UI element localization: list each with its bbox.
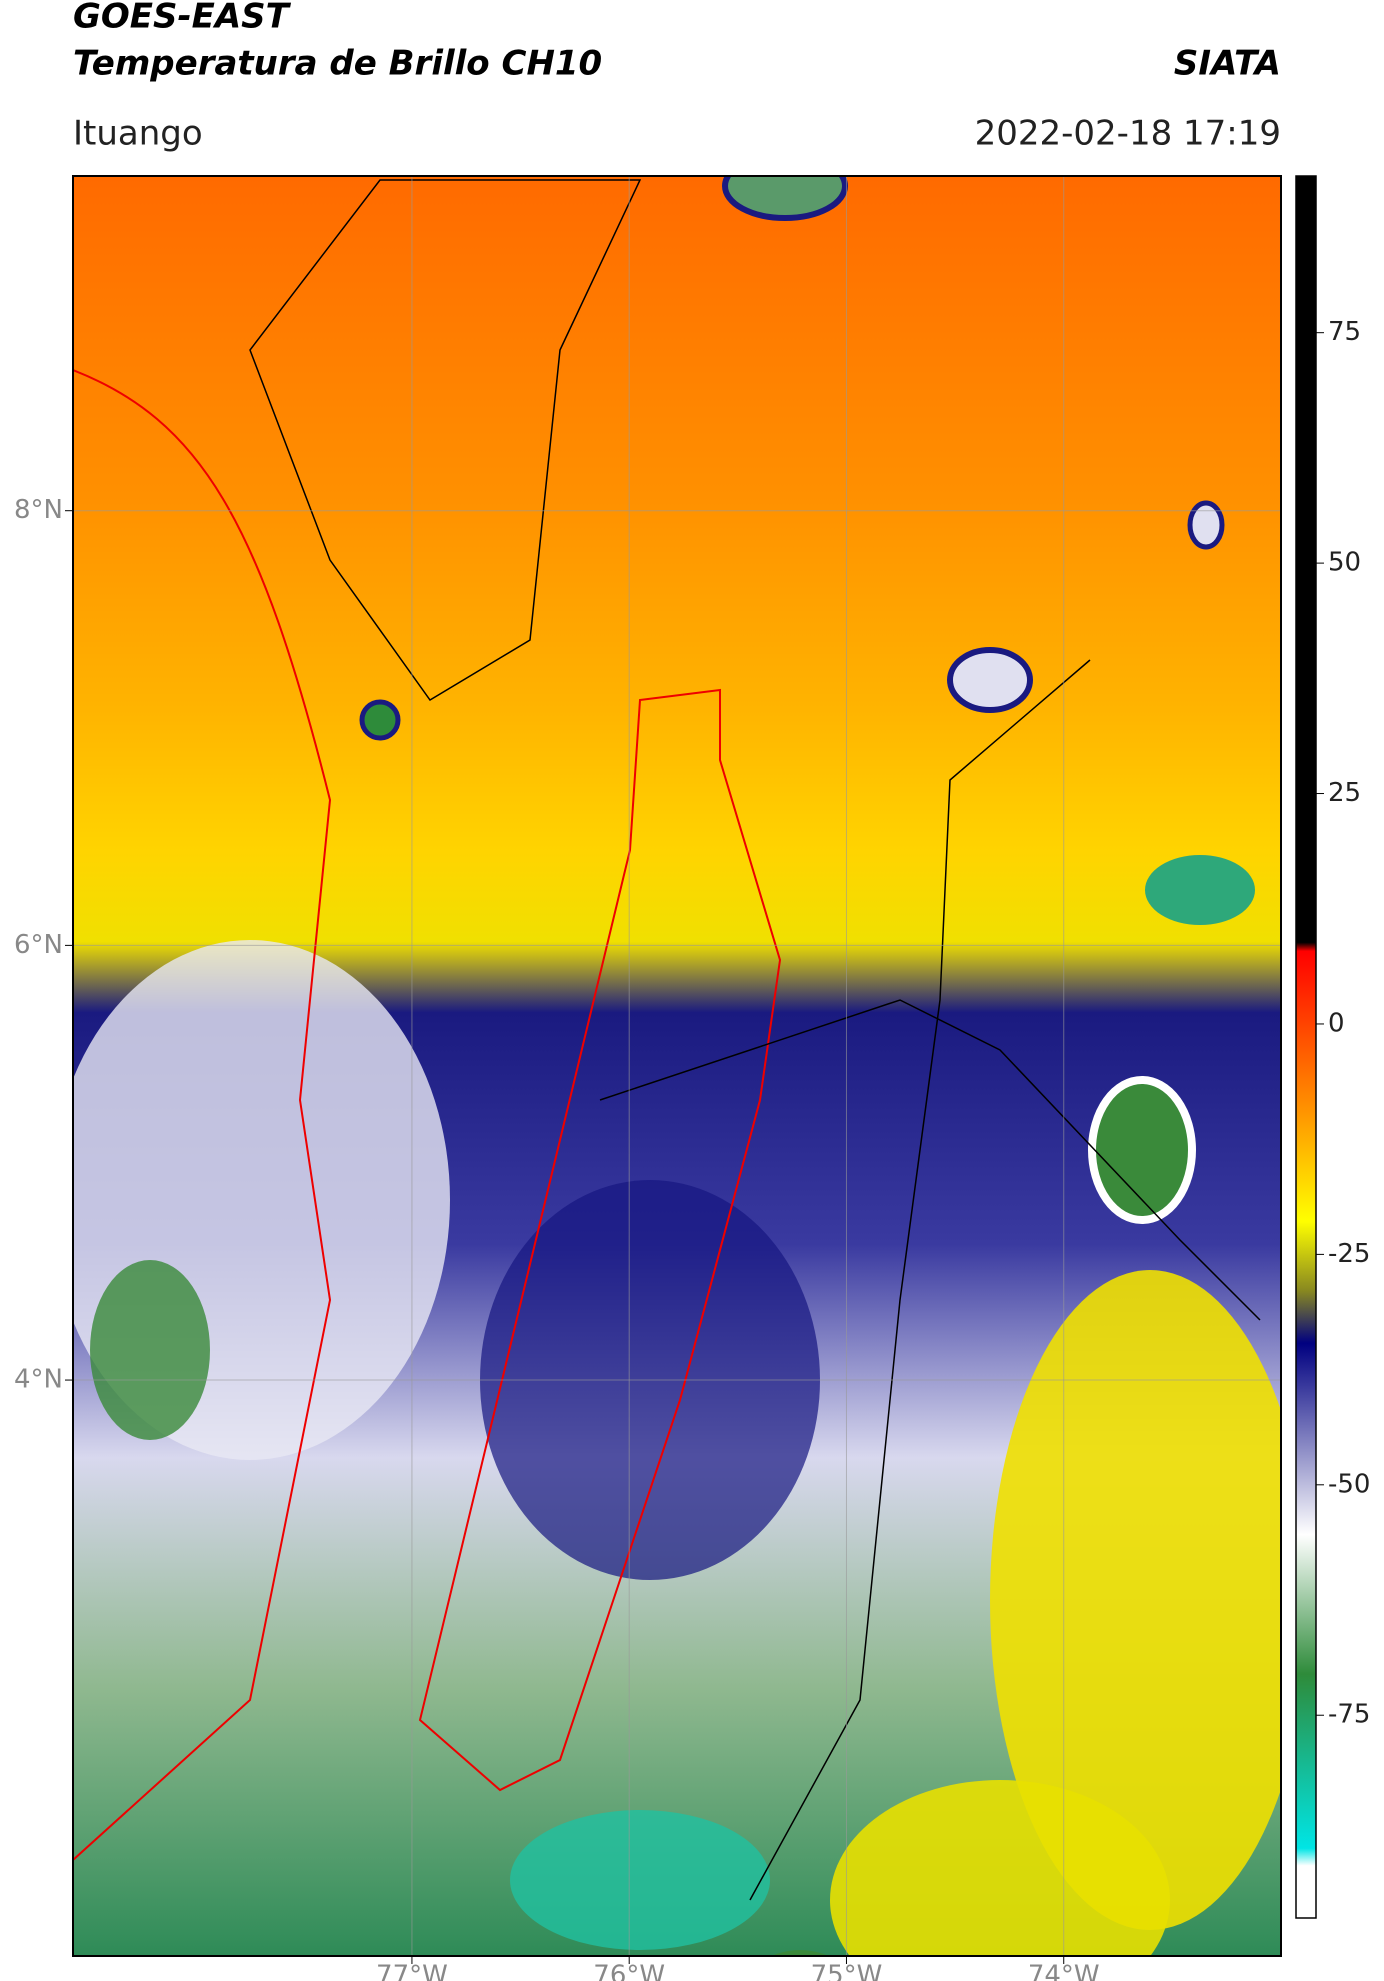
colorbar [1295,175,1317,1919]
region: Ituango [73,114,203,154]
title: GOES-EAST [73,0,292,37]
y-tick-label: 4°N [14,1365,63,1395]
subtitle: Temperatura de Brillo CH10 [73,44,602,84]
colorbar-label: -75 [1328,1700,1370,1730]
colorbar-label: 50 [1328,548,1361,578]
datetime: 2022-02-18 17:19 [975,114,1281,154]
source: SIATA [1174,44,1281,84]
colorbar-label: 25 [1328,778,1361,808]
y-tick-label: 8°N [14,495,63,525]
y-tick-label: 6°N [14,930,63,960]
satellite-image [73,176,1281,1956]
x-tick-label: 74°W [1028,1961,1100,1981]
colorbar-label: 75 [1328,317,1361,347]
x-tick-label: 76°W [593,1961,665,1981]
grid [73,176,1281,1956]
map-frame [72,175,1282,1957]
colorbar-label: -25 [1328,1239,1370,1269]
colorbar-label: -50 [1328,1469,1370,1499]
x-tick-label: 75°W [811,1961,883,1981]
x-tick-label: 77°W [376,1961,448,1981]
colorbar-label: 0 [1328,1008,1345,1038]
